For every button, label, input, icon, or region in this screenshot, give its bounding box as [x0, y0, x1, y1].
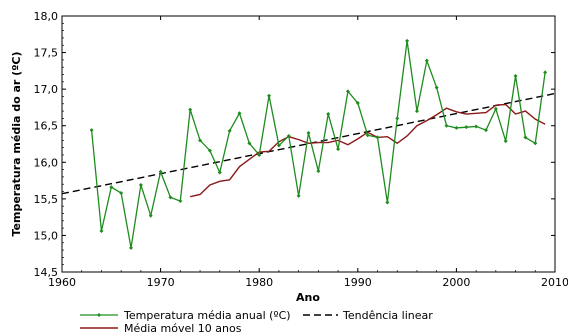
data-point-annual-temperature: [483, 128, 488, 133]
series-linear-trend: [61, 92, 556, 195]
y-axis-title: Temperatura média do ar (ºC): [10, 51, 23, 236]
data-point-annual-temperature: [237, 111, 242, 116]
data-point-annual-temperature: [444, 123, 449, 128]
x-tick-label: 1970: [147, 276, 175, 289]
data-point-annual-temperature: [138, 182, 143, 187]
x-tick-label: 1990: [344, 276, 372, 289]
data-point-annual-temperature: [385, 200, 390, 205]
y-tick-label: 16,0: [34, 156, 59, 169]
data-point-annual-temperature: [217, 170, 222, 175]
data-point-annual-temperature: [286, 133, 291, 138]
x-tick-label: 2000: [442, 276, 470, 289]
data-point-annual-temperature: [296, 193, 301, 198]
data-point-annual-temperature: [424, 58, 429, 63]
legend-label-annual-temperature: Temperatura média anual (ºC): [123, 309, 291, 322]
data-point-annual-temperature: [306, 131, 311, 136]
data-point-annual-temperature: [178, 199, 183, 204]
data-point-annual-temperature: [523, 135, 528, 140]
plot-frame: [61, 15, 556, 273]
data-point-annual-temperature: [119, 191, 124, 196]
data-point-annual-temperature: [89, 128, 94, 133]
x-tick-label: 1960: [48, 276, 76, 289]
data-point-annual-temperature: [109, 185, 114, 190]
data-point-annual-temperature: [375, 135, 380, 140]
data-point-annual-temperature: [326, 112, 331, 117]
data-point-annual-temperature: [513, 73, 518, 78]
data-point-annual-temperature: [99, 229, 104, 234]
series-layer: [61, 38, 556, 250]
data-point-annual-temperature: [158, 169, 163, 174]
data-point-annual-temperature: [543, 70, 548, 75]
data-point-annual-temperature: [345, 89, 350, 94]
x-tick-label: 2010: [541, 276, 568, 289]
legend-marker-annual-temperature: [97, 313, 101, 317]
data-point-annual-temperature: [207, 148, 212, 153]
y-tick-label: 16,5: [34, 120, 59, 133]
series-moving-average-line: [190, 103, 546, 198]
data-point-annual-temperature: [198, 138, 203, 143]
data-point-annual-temperature: [365, 133, 370, 138]
data-point-annual-temperature: [454, 125, 459, 130]
y-tick-label: 18,0: [34, 10, 59, 23]
data-point-annual-temperature: [247, 141, 252, 146]
data-point-annual-temperature: [316, 169, 321, 174]
x-tick-label: 1980: [245, 276, 273, 289]
x-axis-title: Ano: [296, 291, 320, 304]
data-point-annual-temperature: [257, 152, 262, 157]
data-point-annual-temperature: [464, 125, 469, 130]
data-point-annual-temperature: [405, 38, 410, 43]
data-point-annual-temperature: [336, 147, 341, 152]
data-point-annual-temperature: [129, 245, 134, 250]
data-point-annual-temperature: [168, 195, 173, 200]
data-point-annual-temperature: [493, 106, 498, 111]
y-tick-label: 17,0: [34, 83, 59, 96]
data-point-annual-temperature: [434, 85, 439, 90]
y-tick-label: 17,5: [34, 47, 59, 60]
series-annual-temperature-line: [90, 40, 546, 248]
data-point-annual-temperature: [188, 107, 193, 112]
data-point-annual-temperature: [355, 101, 360, 106]
data-point-annual-temperature: [148, 213, 153, 218]
y-tick-label: 14,5: [34, 266, 59, 279]
data-point-annual-temperature: [276, 143, 281, 148]
y-tick-label: 15,5: [34, 193, 59, 206]
data-point-annual-temperature: [503, 139, 508, 144]
y-tick-label: 15,0: [34, 229, 59, 242]
data-point-annual-temperature: [474, 124, 479, 129]
data-point-annual-temperature: [533, 141, 538, 146]
legend-label-linear-trend: Tendência linear: [342, 309, 433, 322]
legend-label-moving-average: Média móvel 10 anos: [124, 322, 242, 334]
data-point-annual-temperature: [395, 116, 400, 121]
data-point-annual-temperature: [414, 109, 419, 114]
legend: Temperatura média anual (ºC) Tendência li…: [80, 309, 433, 334]
data-point-annual-temperature: [267, 93, 272, 98]
axes: 14,5 15,0 15,5 16,0 16,5 17,0 17,5 18,0 1960 1970…: [34, 10, 568, 289]
data-point-annual-temperature: [227, 128, 232, 133]
